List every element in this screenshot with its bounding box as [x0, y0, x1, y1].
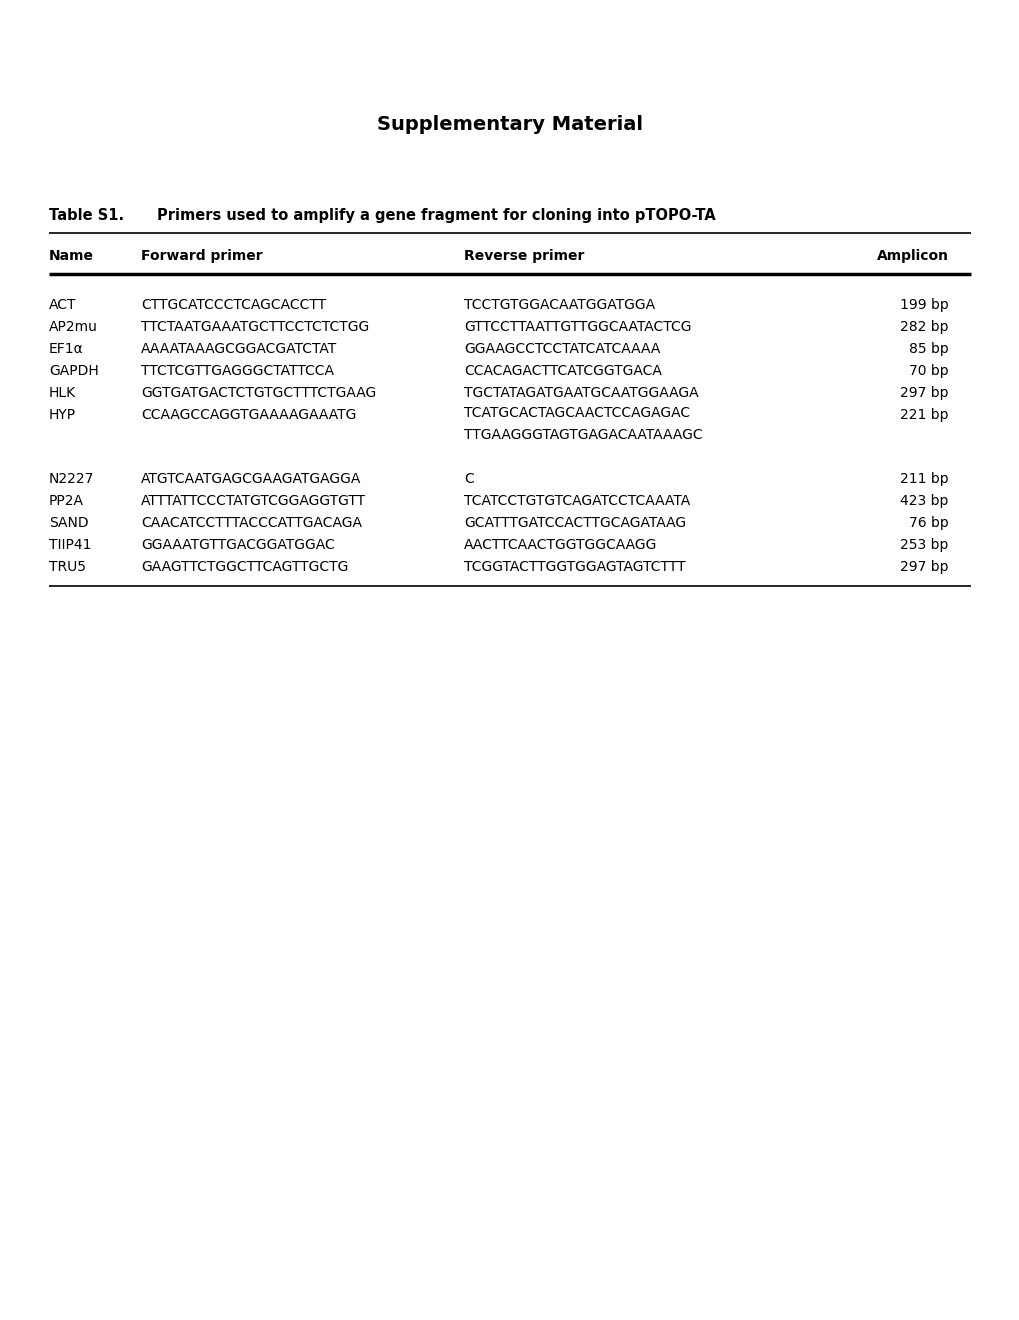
Text: TIIP41: TIIP41 [49, 539, 92, 552]
Text: GTTCCTTAATTGTTGGCAATACTCG: GTTCCTTAATTGTTGGCAATACTCG [464, 319, 691, 334]
Text: 297 bp: 297 bp [899, 560, 948, 574]
Text: 211 bp: 211 bp [899, 473, 948, 486]
Text: N2227: N2227 [49, 473, 94, 486]
Text: Reverse primer: Reverse primer [464, 249, 584, 263]
Text: SAND: SAND [49, 516, 89, 531]
Text: Amplicon: Amplicon [875, 249, 948, 263]
Text: HYP: HYP [49, 408, 76, 422]
Text: Supplementary Material: Supplementary Material [377, 115, 642, 135]
Text: 199 bp: 199 bp [899, 298, 948, 312]
Text: TTGAAGGGTAGTGAGACAATAAAGC: TTGAAGGGTAGTGAGACAATAAAGC [464, 428, 702, 442]
Text: TCATCCTGTGTCAGATCCTCAAATA: TCATCCTGTGTCAGATCCTCAAATA [464, 494, 690, 508]
Text: EF1α: EF1α [49, 342, 84, 356]
Text: GCATTTGATCCACTTGCAGATAAG: GCATTTGATCCACTTGCAGATAAG [464, 516, 686, 531]
Text: 85 bp: 85 bp [908, 342, 948, 356]
Text: TRU5: TRU5 [49, 560, 86, 574]
Text: Primers used to amplify a gene fragment for cloning into pTOPO-TA: Primers used to amplify a gene fragment … [157, 209, 715, 223]
Text: TCATGCACTAGCAACTCCAGAGAC: TCATGCACTAGCAACTCCAGAGAC [464, 407, 690, 420]
Text: GGAAATGTTGACGGATGGAC: GGAAATGTTGACGGATGGAC [141, 539, 334, 552]
Text: 70 bp: 70 bp [908, 364, 948, 378]
Text: AAAATAAAGCGGACGATCTAT: AAAATAAAGCGGACGATCTAT [141, 342, 336, 356]
Text: Name: Name [49, 249, 94, 263]
Text: 253 bp: 253 bp [900, 539, 948, 552]
Text: Forward primer: Forward primer [141, 249, 262, 263]
Text: GAPDH: GAPDH [49, 364, 99, 378]
Text: HLK: HLK [49, 385, 76, 400]
Text: PP2A: PP2A [49, 494, 84, 508]
Text: ACT: ACT [49, 298, 76, 312]
Text: GGAAGCCTCCTATCATCAAAA: GGAAGCCTCCTATCATCAAAA [464, 342, 660, 356]
Text: 76 bp: 76 bp [908, 516, 948, 531]
Text: CTTGCATCCCTCAGCACCTT: CTTGCATCCCTCAGCACCTT [141, 298, 325, 312]
Text: ATTTATTCCCTATGTCGGAGGTGTT: ATTTATTCCCTATGTCGGAGGTGTT [141, 494, 366, 508]
Text: CCACAGACTTCATCGGTGACA: CCACAGACTTCATCGGTGACA [464, 364, 661, 378]
Text: 282 bp: 282 bp [899, 319, 948, 334]
Text: AP2mu: AP2mu [49, 319, 98, 334]
Text: ATGTCAATGAGCGAAGATGAGGA: ATGTCAATGAGCGAAGATGAGGA [141, 473, 361, 486]
Text: 297 bp: 297 bp [899, 385, 948, 400]
Text: 221 bp: 221 bp [899, 408, 948, 422]
Text: C: C [464, 473, 474, 486]
Text: CCAAGCCAGGTGAAAAGAAATG: CCAAGCCAGGTGAAAAGAAATG [141, 408, 356, 422]
Text: GAAGTTCTGGCTTCAGTTGCTG: GAAGTTCTGGCTTCAGTTGCTG [141, 560, 347, 574]
Text: TTCTAATGAAATGCTTCCTCTCTGG: TTCTAATGAAATGCTTCCTCTCTGG [141, 319, 369, 334]
Text: Table S1.: Table S1. [49, 209, 124, 223]
Text: 423 bp: 423 bp [900, 494, 948, 508]
Text: TCGGTACTTGGTGGAGTAGTCTTT: TCGGTACTTGGTGGAGTAGTCTTT [464, 560, 685, 574]
Text: AACTTCAACTGGTGGCAAGG: AACTTCAACTGGTGGCAAGG [464, 539, 657, 552]
Text: TCCTGTGGACAATGGATGGA: TCCTGTGGACAATGGATGGA [464, 298, 654, 312]
Text: CAACATCCTTTACCCATTGACAGA: CAACATCCTTTACCCATTGACAGA [141, 516, 362, 531]
Text: GGTGATGACTCTGTGCTTTCTGAAG: GGTGATGACTCTGTGCTTTCTGAAG [141, 385, 376, 400]
Text: TTCTCGTTGAGGGCTATTCCA: TTCTCGTTGAGGGCTATTCCA [141, 364, 333, 378]
Text: TGCTATAGATGAATGCAATGGAAGA: TGCTATAGATGAATGCAATGGAAGA [464, 385, 698, 400]
